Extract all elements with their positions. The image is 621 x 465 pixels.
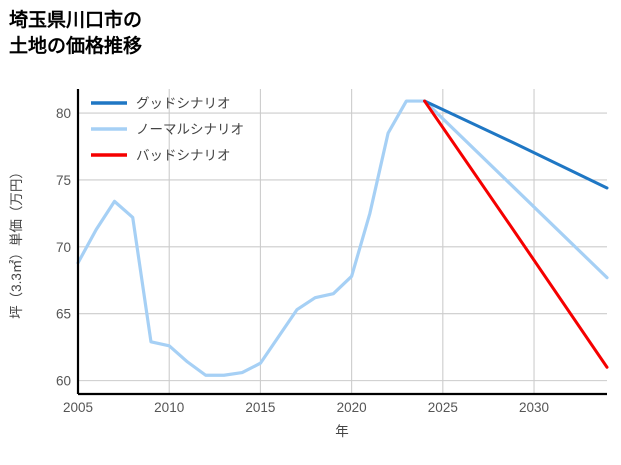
series-line [423,99,609,369]
chart-title: 埼玉県川口市の 土地の価格推移 [9,10,143,58]
x-tick-label: 2030 [519,400,549,415]
y-tick-label: 80 [56,106,71,121]
x-axis-title: 年 [335,424,349,439]
x-tick-label: 2020 [337,400,367,415]
legend-label: グッドシナリオ [136,96,231,111]
tick-labels: 2005 2010 2015 2020 2025 2030 60 65 70 75 80 [56,106,549,415]
x-tick-label: 2025 [428,400,458,415]
y-tick-label: 75 [56,173,71,188]
x-tick-label: 2015 [245,400,275,415]
series-line [423,99,609,190]
y-tick-label: 60 [56,374,71,389]
y-axis-title: 坪（3.3㎡）単価（万円） [9,165,24,319]
gridlines [77,89,607,394]
legend-label: バッドシナリオ [136,148,231,163]
axis-titles: 年 [335,424,349,439]
x-tick-label: 2005 [63,400,93,415]
axis-lines [76,89,607,396]
legend-label: ノーマルシナリオ [136,122,244,137]
y-tick-label: 70 [56,240,71,255]
y-tick-label: 65 [56,307,71,322]
series-line [76,99,609,377]
series-lines [76,99,609,377]
x-tick-label: 2010 [154,400,184,415]
